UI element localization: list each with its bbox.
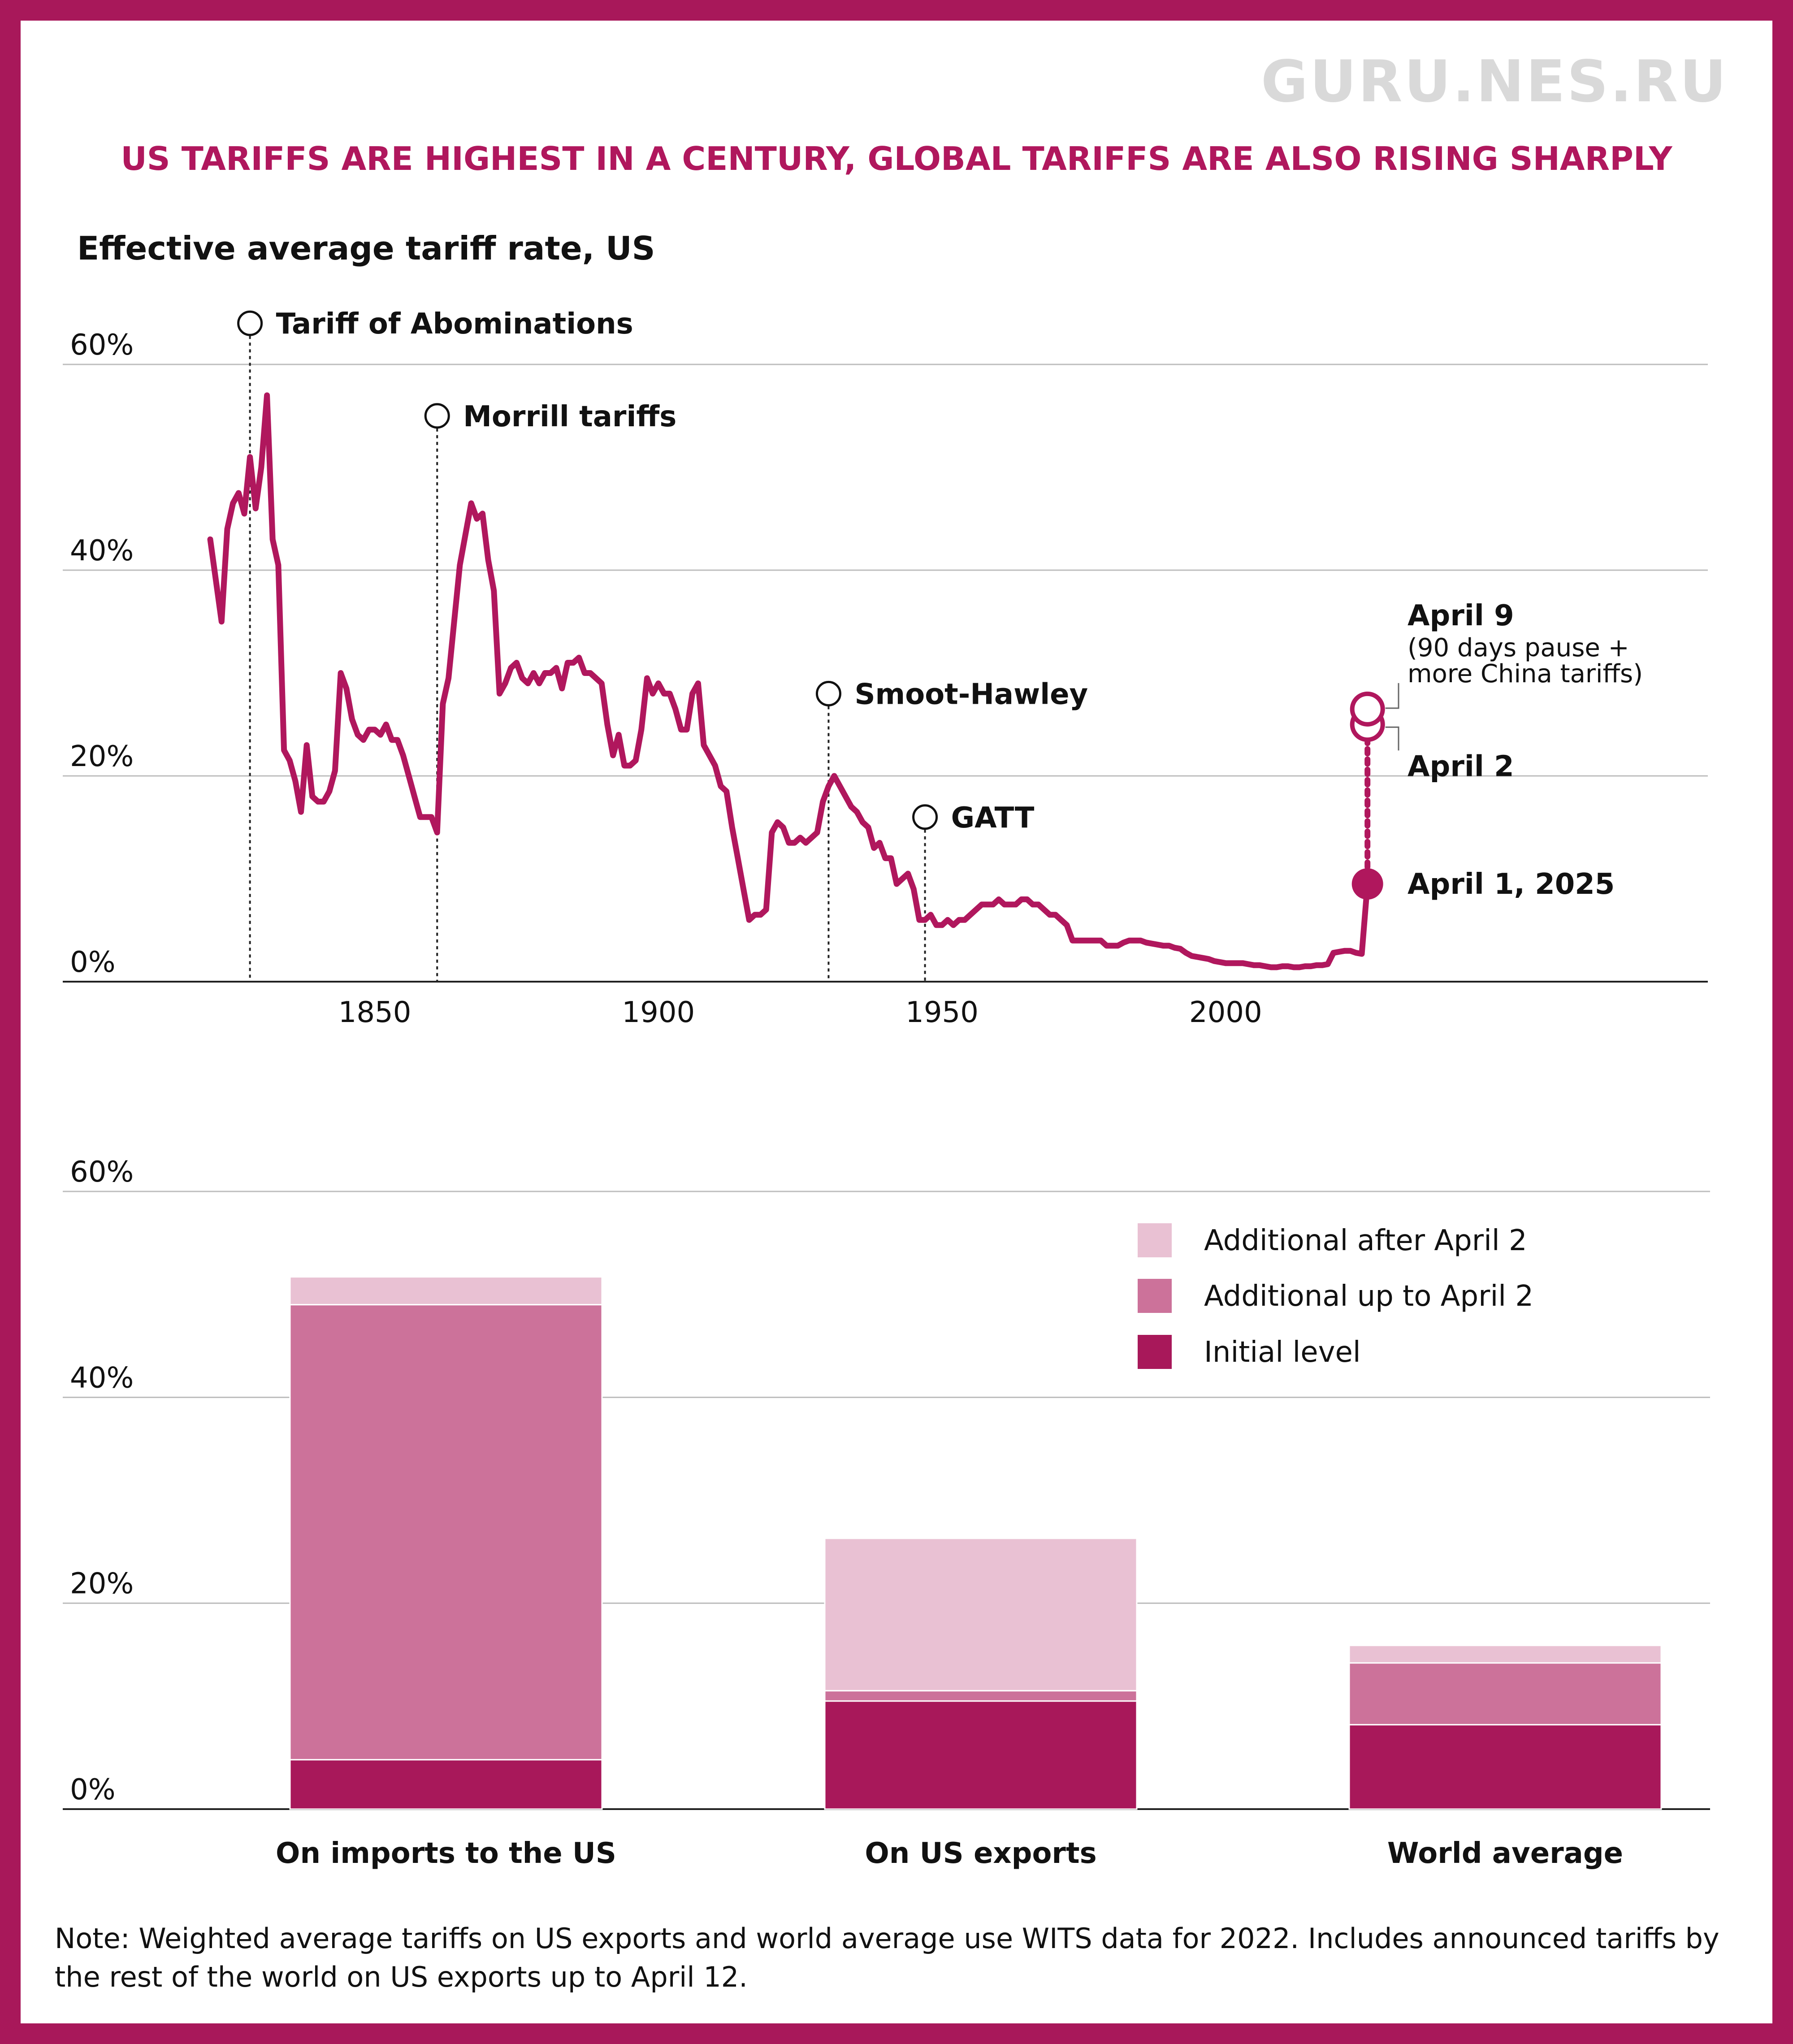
category-label: On imports to the US (276, 1837, 616, 1870)
legend-swatch (1138, 1279, 1172, 1313)
y-tick-label: 0% (70, 946, 116, 979)
legend-label: Additional after April 2 (1204, 1224, 1527, 1257)
bar-additional-after-april-2 (289, 1276, 603, 1306)
label-april-9-note-line1: (90 days pause + (1408, 633, 1629, 663)
point-april-9 (1350, 691, 1385, 727)
y-tick-label: 60% (70, 1156, 134, 1189)
headline: US TARIFFS ARE HIGHEST IN A CENTURY, GLO… (121, 140, 1672, 178)
y-tick-label: 20% (70, 1568, 134, 1601)
bar-additional-up-to-april-2 (1348, 1662, 1662, 1726)
annotation-marker (815, 680, 841, 706)
y-tick-label: 60% (70, 329, 134, 362)
x-tick-label: 1850 (338, 996, 411, 1029)
category-label: World average (1387, 1837, 1623, 1870)
y-tick-label: 40% (70, 534, 134, 567)
bar-initial-level (1348, 1724, 1662, 1810)
annotation-label: Tariff of Abominations (276, 307, 633, 341)
bar-initial-level (824, 1700, 1138, 1810)
legend-swatch (1138, 1335, 1172, 1369)
label-april-1: April 1, 2025 (1408, 868, 1615, 901)
annotation-marker (912, 804, 938, 830)
line-chart: 0% 20% 40% 60% 1850 1900 1950 2000 Tariff of Abo… (63, 307, 1708, 1029)
annotation-marker (424, 403, 450, 429)
annotation-label: Smoot-Hawley (854, 678, 1088, 711)
label-april-9: April 9 (1408, 599, 1514, 632)
annotation-marker (237, 310, 263, 336)
bar-additional-after-april-2 (824, 1537, 1138, 1692)
annotation-label: GATT (951, 801, 1035, 835)
bar-additional-up-to-april-2 (289, 1304, 603, 1761)
label-april-9-note-line2: more China tariffs) (1408, 659, 1643, 689)
watermark: GURU.NES.RU (1261, 48, 1728, 115)
annotation-label: Morrill tariffs (463, 400, 676, 433)
y-tick-label: 40% (70, 1361, 134, 1394)
bar-additional-after-april-2 (1348, 1645, 1662, 1664)
point-april-1 (1351, 868, 1383, 900)
x-tick-label: 2000 (1189, 996, 1262, 1029)
legend-label: Initial level (1204, 1336, 1361, 1369)
series-line (207, 392, 1371, 970)
legend-swatch (1138, 1223, 1172, 1257)
bar-additional-up-to-april-2 (824, 1690, 1138, 1702)
x-tick-label: 1950 (905, 996, 979, 1029)
label-april-2: April 2 (1408, 750, 1514, 783)
x-tick-label: 1900 (622, 996, 695, 1029)
legend-label: Additional up to April 2 (1204, 1280, 1533, 1313)
y-tick-label: 20% (70, 740, 134, 773)
bar-initial-level (289, 1759, 603, 1810)
callout-april-2 (1385, 726, 1399, 751)
footnote: Note: Weighted average tariffs on US exp… (55, 1922, 1719, 1993)
y-tick-label: 0% (70, 1773, 116, 1806)
category-label: On US exports (865, 1837, 1096, 1870)
line-chart-title: Effective average tariff rate, US (77, 230, 655, 267)
callout-april-9 (1385, 683, 1399, 709)
